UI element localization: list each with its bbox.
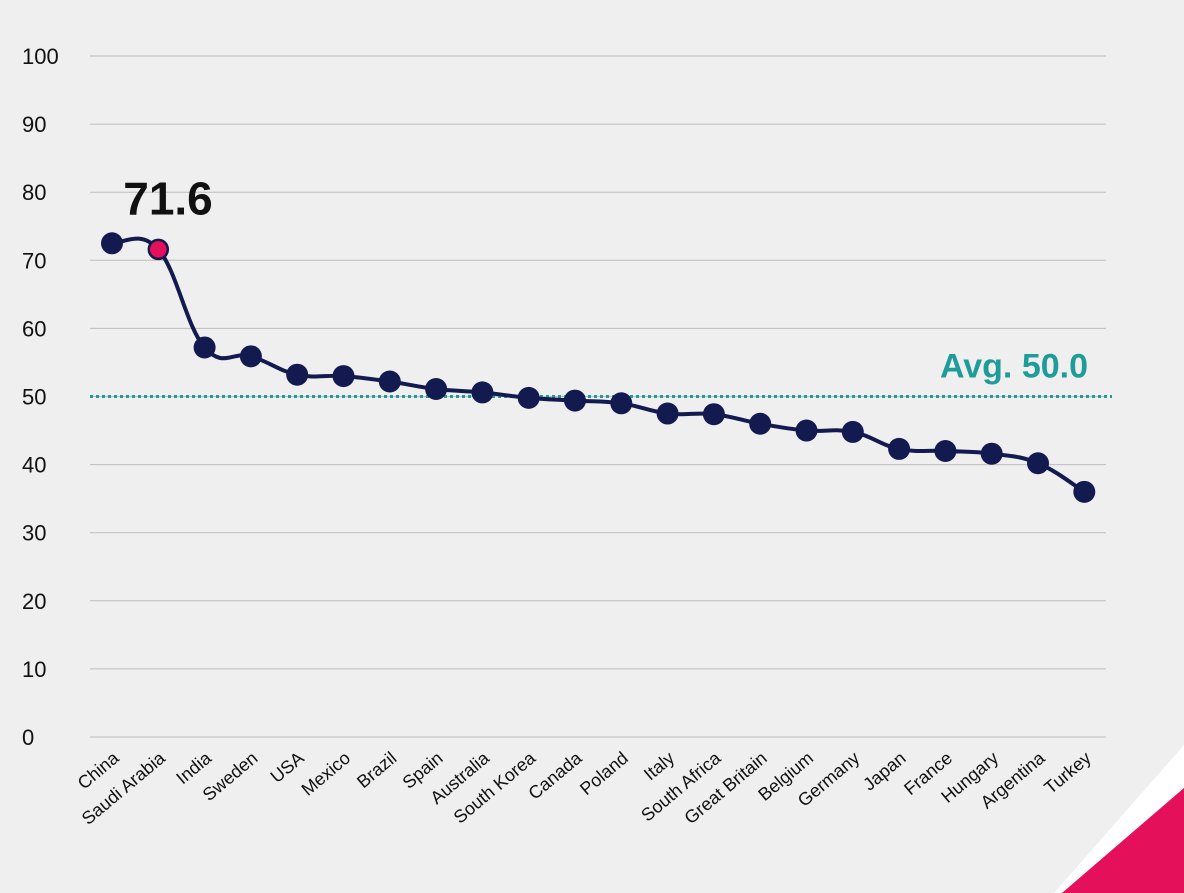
y-axis-ticks: 0 10 20 30 40 50 60 70 80 90 100	[22, 44, 59, 750]
data-point	[286, 363, 309, 386]
data-point	[980, 442, 1003, 465]
y-tick-label: 20	[22, 589, 46, 614]
y-tick-label: 40	[22, 453, 46, 478]
y-tick-label: 70	[22, 248, 46, 273]
y-tick-label: 80	[22, 180, 46, 205]
y-tick-label: 10	[22, 657, 46, 682]
data-point	[471, 381, 494, 404]
data-point	[934, 439, 957, 462]
y-tick-label: 100	[22, 44, 59, 69]
data-point	[841, 420, 864, 443]
y-tick-label: 50	[22, 385, 46, 410]
x-tick-label: Turkey	[1040, 748, 1094, 798]
y-tick-label: 60	[22, 316, 46, 341]
data-point	[425, 378, 448, 401]
corner-accent	[1062, 788, 1184, 893]
x-tick-label: Canada	[524, 747, 586, 803]
y-tick-label: 30	[22, 521, 46, 546]
data-point	[1073, 480, 1096, 503]
data-point	[702, 403, 725, 426]
data-point	[1027, 452, 1049, 475]
y-tick-label: 90	[22, 112, 46, 137]
x-tick-label: Brazil	[353, 748, 400, 792]
data-point	[795, 419, 818, 442]
data-point	[656, 402, 679, 425]
data-point	[193, 336, 216, 359]
grid-layer	[90, 55, 1106, 738]
average-layer: Avg. 50.0	[90, 348, 1112, 398]
x-tick-label: Poland	[576, 748, 632, 799]
data-point	[564, 389, 586, 412]
data-point	[749, 412, 772, 435]
x-tick-label: Italy	[640, 748, 678, 785]
data-point	[239, 345, 262, 368]
x-tick-label: Mexico	[298, 748, 355, 800]
data-points	[101, 232, 1096, 503]
data-point	[888, 437, 911, 460]
average-label: Avg. 50.0	[940, 348, 1088, 386]
data-point	[332, 365, 355, 388]
highlight-value-label: 71.6	[123, 172, 213, 224]
y-tick-label: 0	[22, 725, 34, 750]
data-point	[610, 392, 633, 415]
data-point	[517, 386, 540, 409]
data-point-highlight	[147, 238, 170, 261]
data-point	[378, 370, 401, 393]
data-point	[101, 232, 123, 255]
